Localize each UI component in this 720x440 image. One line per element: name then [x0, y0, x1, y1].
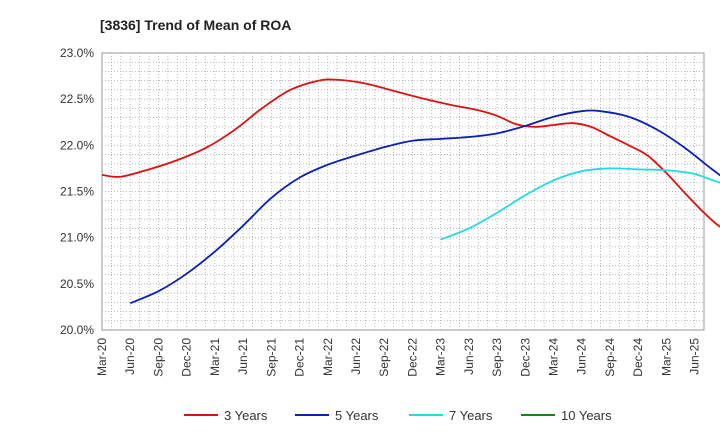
y-tick-label: 22.0%	[60, 138, 94, 152]
x-tick-label: Sep-23	[490, 338, 504, 377]
y-axis: 20.0% 20.5% 21.0% 21.5% 22.0% 22.5% 23.0%	[60, 46, 94, 337]
legend-label-5-years: 5 Years	[335, 408, 379, 423]
y-tick-label: 22.5%	[60, 92, 94, 106]
series-line-7-years	[440, 167, 720, 241]
x-tick-label: Dec-20	[180, 338, 194, 377]
x-tick-label: Mar-25	[659, 338, 673, 376]
x-tick-label: Jun-25	[688, 338, 702, 375]
x-tick-label: Dec-22	[405, 338, 419, 377]
x-tick-label: Dec-23	[518, 338, 532, 377]
x-tick-label: Mar-20	[95, 338, 109, 376]
x-tick-label: Dec-21	[293, 338, 307, 377]
x-axis: Mar-20 Jun-20 Sep-20 Dec-20 Mar-21 Jun-21 Sep-…	[95, 338, 702, 377]
x-tick-label: Mar-22	[321, 338, 335, 376]
legend-label-3-years: 3 Years	[224, 408, 268, 423]
y-tick-label: 21.0%	[60, 231, 94, 245]
x-tick-label: Jun-20	[123, 338, 137, 375]
x-tick-label: Mar-23	[434, 338, 448, 376]
x-tick-label: Mar-24	[547, 338, 561, 376]
series-line-3-years	[101, 78, 720, 228]
y-tick-label: 20.0%	[60, 323, 94, 337]
series-line-5-years	[129, 109, 720, 305]
x-tick-label: Jun-24	[575, 338, 589, 375]
x-tick-label: Sep-22	[377, 338, 391, 377]
x-tick-label: Sep-20	[151, 338, 165, 377]
x-tick-label: Sep-21	[264, 338, 278, 377]
x-tick-label: Jun-22	[349, 338, 363, 375]
series-lines	[101, 78, 720, 305]
legend: 3 Years 5 Years 7 Years 10 Years	[184, 408, 612, 423]
x-tick-label: Dec-24	[631, 338, 645, 377]
y-tick-label: 20.5%	[60, 277, 94, 291]
legend-label-10-years: 10 Years	[561, 408, 612, 423]
chart-title: [3836] Trend of Mean of ROA	[100, 17, 291, 33]
legend-label-7-years: 7 Years	[449, 408, 493, 423]
x-tick-label: Jun-23	[462, 338, 476, 375]
y-tick-label: 23.0%	[60, 46, 94, 60]
y-tick-label: 21.5%	[60, 185, 94, 199]
x-tick-label: Sep-24	[603, 338, 617, 377]
plot-grid	[101, 52, 705, 331]
x-tick-label: Jun-21	[236, 338, 250, 375]
x-tick-label: Mar-21	[208, 338, 222, 376]
